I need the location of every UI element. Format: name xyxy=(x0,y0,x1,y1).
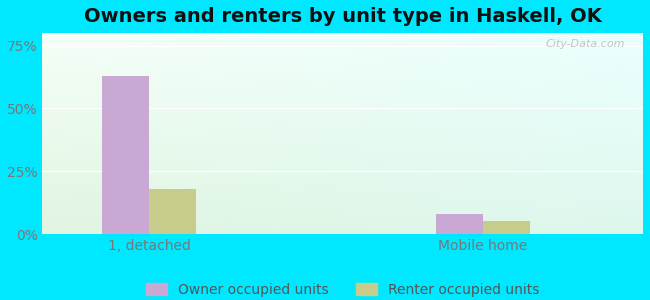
Legend: Owner occupied units, Renter occupied units: Owner occupied units, Renter occupied un… xyxy=(140,277,545,300)
Text: City-Data.com: City-Data.com xyxy=(545,39,625,49)
Bar xyxy=(436,214,483,234)
Bar xyxy=(103,76,150,234)
Bar xyxy=(483,221,530,234)
Bar xyxy=(150,189,196,234)
Title: Owners and renters by unit type in Haskell, OK: Owners and renters by unit type in Haske… xyxy=(84,7,602,26)
